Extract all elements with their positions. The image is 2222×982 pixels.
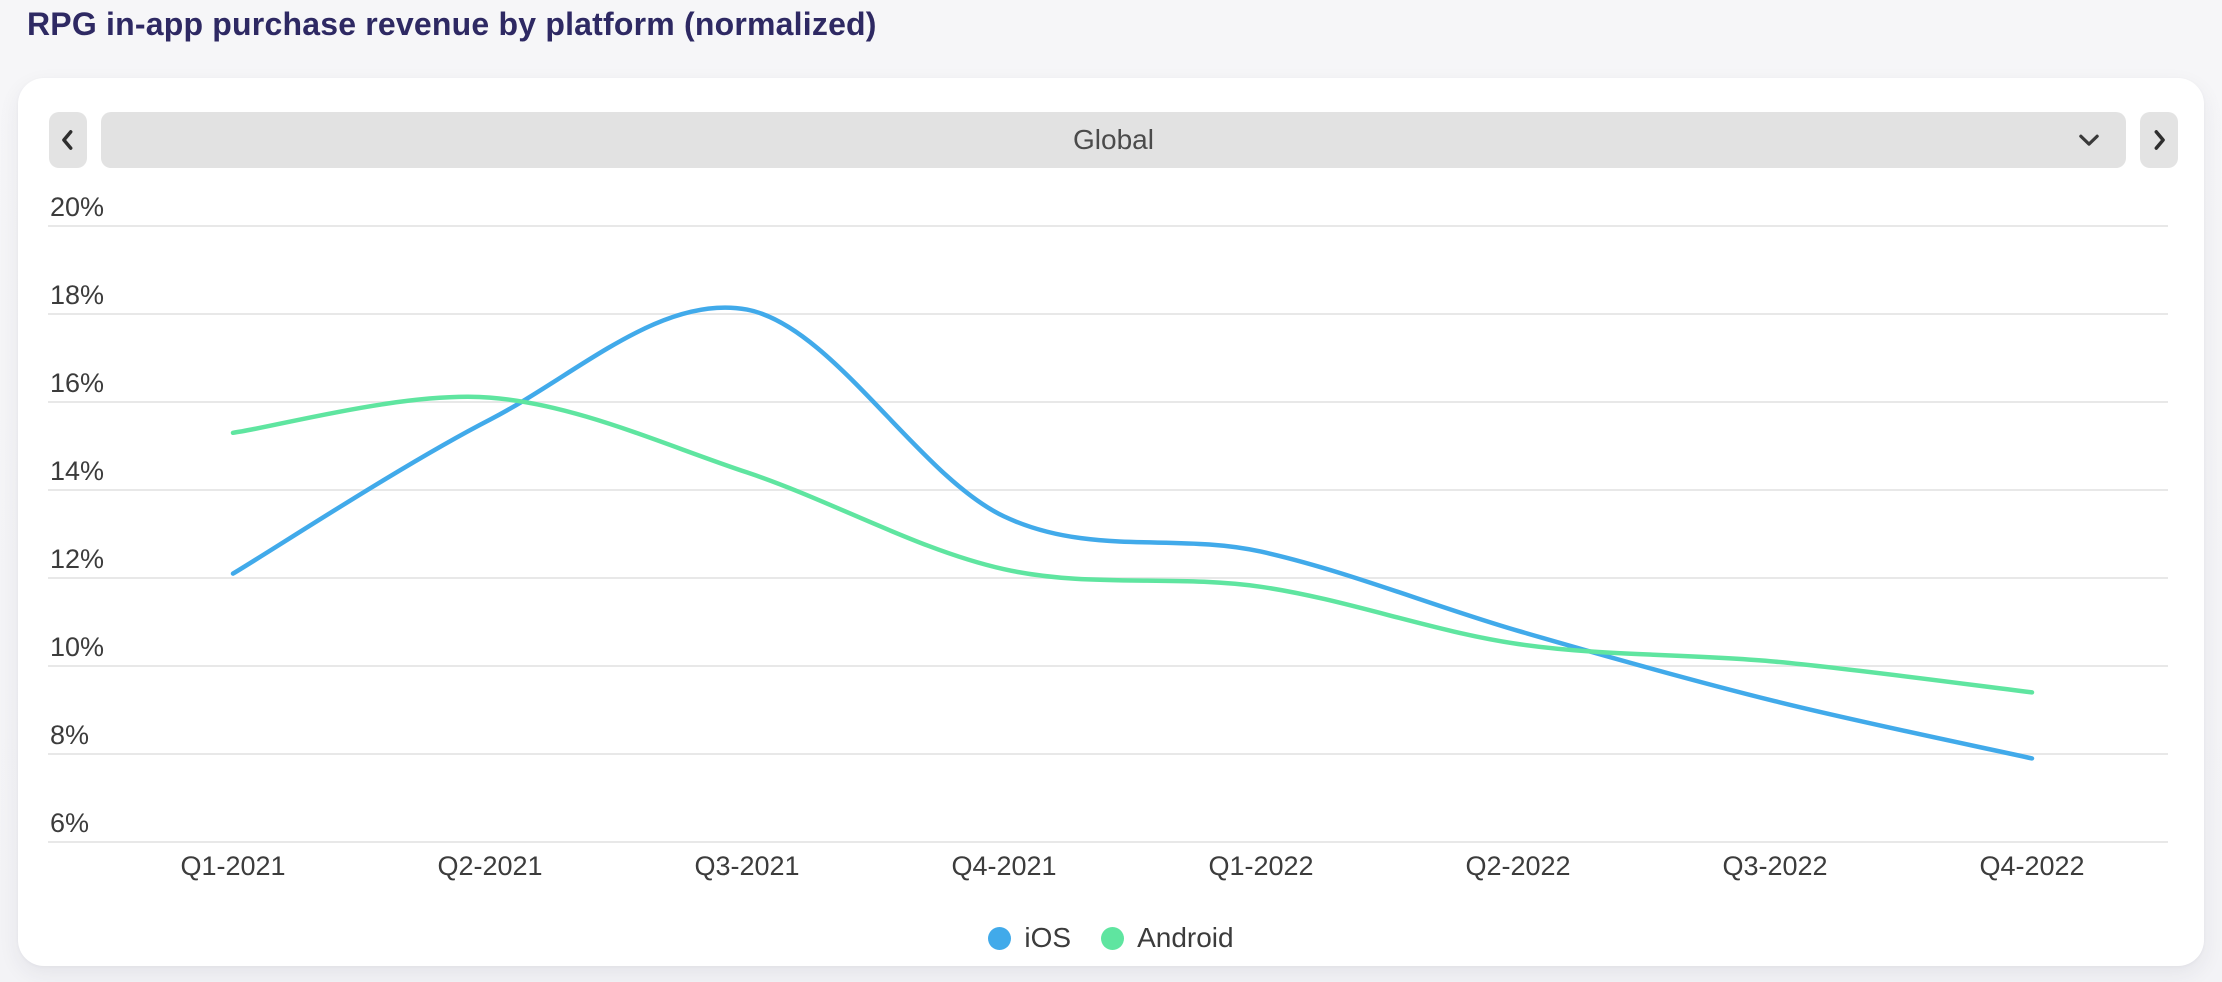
region-nav-row: Global — [49, 112, 2178, 168]
x-tick-label: Q4-2022 — [1979, 851, 2084, 881]
x-tick-label: Q4-2021 — [951, 851, 1056, 881]
chevron-down-icon — [2074, 125, 2104, 155]
y-tick-label: 20% — [50, 192, 104, 222]
y-tick-label: 14% — [50, 456, 104, 486]
legend-label: iOS — [1024, 922, 1072, 953]
x-tick-label: Q3-2021 — [694, 851, 799, 881]
next-region-button[interactable] — [2140, 112, 2178, 168]
prev-region-button[interactable] — [49, 112, 87, 168]
legend-label: Android — [1137, 922, 1234, 953]
x-tick-label: Q1-2022 — [1208, 851, 1313, 881]
chart-legend: iOS Android — [18, 922, 2204, 954]
y-tick-label: 16% — [50, 368, 104, 398]
y-tick-label: 18% — [50, 280, 104, 310]
line-chart: 20% 18% 16% 14% 12% 10% 8% 6% Q1-2021 Q2-2021 Q3-2… — [48, 192, 2168, 881]
legend-item-ios[interactable]: iOS — [988, 922, 1071, 954]
page-title: RPG in-app purchase revenue by platform … — [27, 6, 877, 42]
x-tick-label: Q1-2021 — [180, 851, 285, 881]
y-tick-label: 12% — [50, 544, 104, 574]
x-tick-label: Q2-2021 — [437, 851, 542, 881]
y-tick-label: 8% — [50, 720, 89, 750]
legend-dot-icon — [988, 926, 1012, 950]
x-tick-label: Q3-2022 — [1722, 851, 1827, 881]
y-tick-label: 6% — [50, 808, 89, 838]
chart-card: Global 20% 18% 16% 14% 12% 10% 8% 6% Q1-2021 Q2-2… — [18, 78, 2204, 966]
chevron-right-icon — [2146, 127, 2172, 153]
legend-dot-icon — [1101, 926, 1125, 950]
chevron-left-icon — [55, 127, 81, 153]
y-tick-label: 10% — [50, 632, 104, 662]
x-tick-label: Q2-2022 — [1465, 851, 1570, 881]
region-select-value: Global — [1073, 124, 1154, 155]
legend-item-android[interactable]: Android — [1101, 922, 1234, 954]
series-line-ios — [230, 305, 2035, 761]
series-line-android — [230, 394, 2035, 695]
region-select[interactable]: Global — [101, 112, 2126, 168]
